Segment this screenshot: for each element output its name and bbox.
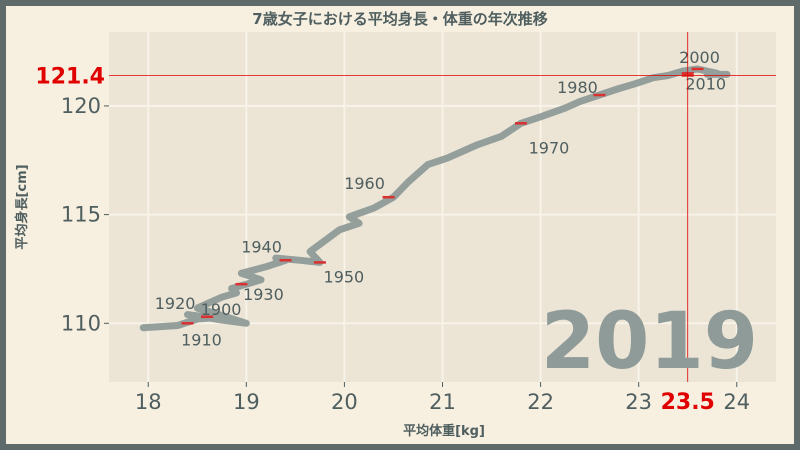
year-label: 2010	[685, 74, 726, 93]
x-tick-label: 21	[429, 390, 456, 414]
current-x-value: 23.5	[661, 390, 715, 415]
year-markers: 1900 1910 1920 1930 1940 1950 1960 1970 1980 2000…	[155, 48, 726, 349]
current-y-value: 121.4	[35, 64, 105, 89]
y-tick-label: 120	[61, 94, 101, 118]
y-tick-label: 115	[61, 203, 101, 227]
year-label: 1910	[181, 330, 222, 349]
current-crosshair: 23.5 121.4	[35, 32, 776, 415]
year-label: 1950	[324, 267, 365, 286]
x-tick-label: 22	[527, 390, 554, 414]
year-label: 1920	[155, 294, 196, 313]
y-tick-label: 110	[61, 311, 101, 335]
y-axis-label: 平均身長[cm]	[14, 164, 30, 249]
year-label: 2000	[679, 48, 720, 67]
x-tick-label: 24	[723, 390, 750, 414]
x-tick-label: 20	[331, 390, 358, 414]
x-tick-label: 18	[135, 390, 162, 414]
chart-title: 7歳女子における平均身長・体重の年次推移	[252, 10, 547, 28]
year-label: 1980	[557, 78, 598, 97]
x-axis-label: 平均体重[kg]	[403, 423, 485, 439]
year-label: 1960	[344, 174, 385, 193]
year-stamp: 2019	[541, 297, 758, 387]
chart-frame: 7歳女子における平均身長・体重の年次推移 1900 1910 1920 1930 194…	[6, 6, 794, 444]
x-tick-label: 23	[625, 390, 652, 414]
year-label: 1970	[529, 138, 570, 157]
year-label: 1940	[241, 237, 282, 256]
year-label: 1900	[201, 300, 242, 319]
trajectory	[139, 65, 731, 332]
trajectory-line	[139, 65, 731, 332]
grid	[109, 32, 776, 382]
year-label: 1930	[243, 285, 284, 304]
x-tick-label: 19	[233, 390, 260, 414]
